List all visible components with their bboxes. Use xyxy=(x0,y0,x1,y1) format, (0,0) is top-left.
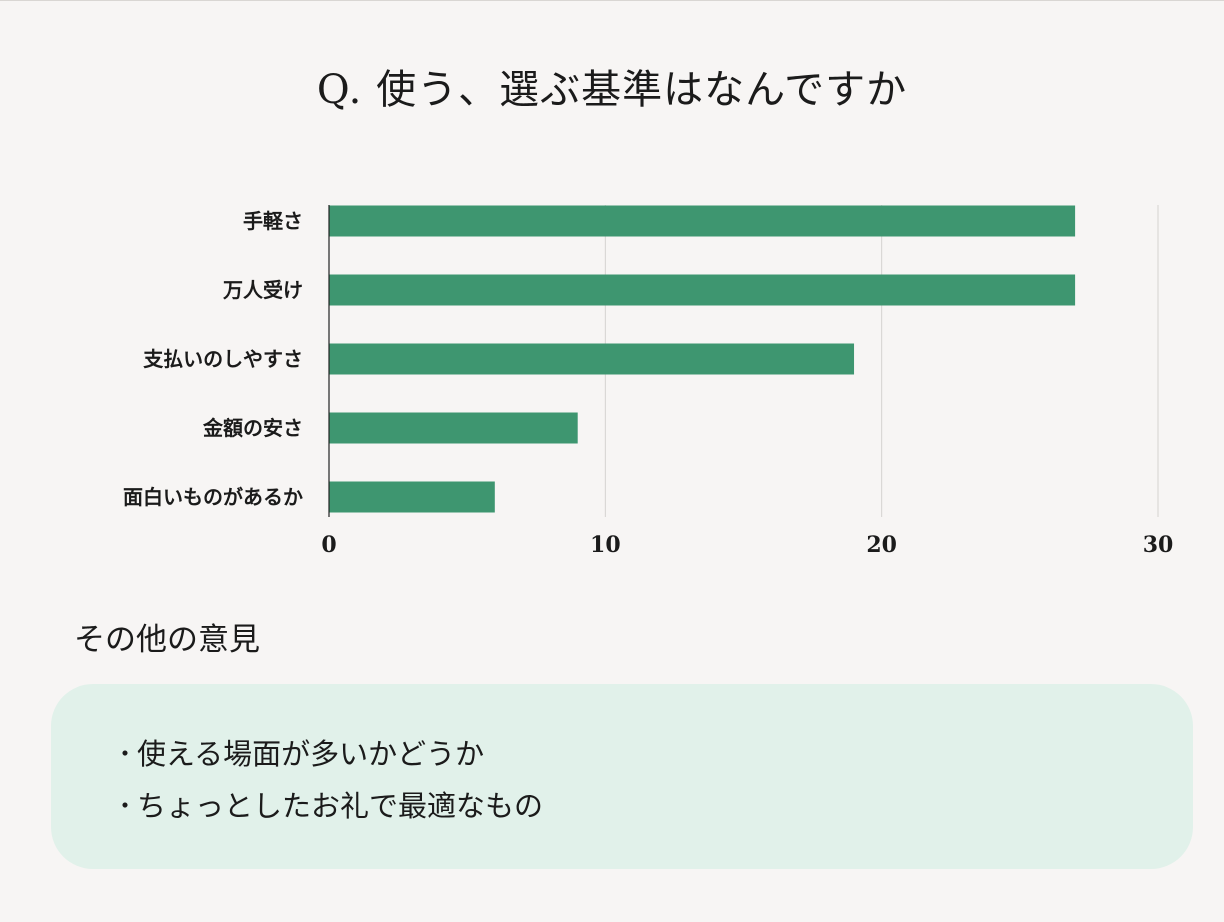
other-opinions-panel: ・ 使える場面が多いかどうか ・ ちょっとしたお礼で最適なもの xyxy=(51,684,1193,869)
opinion-text: 使える場面が多いかどうか xyxy=(137,737,485,771)
list-item: ・ ちょっとしたお礼で最適なもの xyxy=(113,780,543,832)
other-opinions-heading: その他の意見 xyxy=(74,622,260,658)
opinion-text: ちょっとしたお礼で最適なもの xyxy=(137,789,544,823)
category-label: 面白いものがあるか xyxy=(123,485,303,509)
list-item: ・ 使える場面が多いかどうか xyxy=(113,728,543,780)
opinion-list: ・ 使える場面が多いかどうか ・ ちょっとしたお礼で最適なもの xyxy=(113,728,543,832)
bar xyxy=(329,205,1076,237)
bar xyxy=(329,274,1076,306)
x-tick-label: 10 xyxy=(590,532,621,558)
top-border xyxy=(0,0,1224,1)
category-label: 金額の安さ xyxy=(202,416,303,440)
tick-labels: 0 10 20 30 xyxy=(321,532,1173,558)
bar xyxy=(329,343,855,375)
bullet: ・ xyxy=(113,792,137,820)
bars xyxy=(329,205,1076,513)
x-tick-label: 20 xyxy=(866,532,897,558)
category-label: 万人受け xyxy=(222,278,303,302)
x-tick-label: 30 xyxy=(1143,532,1174,558)
bar xyxy=(329,481,495,513)
bullet: ・ xyxy=(113,740,137,768)
x-tick-label: 0 xyxy=(321,532,336,558)
category-label: 支払いのしやすさ xyxy=(143,347,303,371)
page-title: Q. 使う、選ぶ基準はなんですか xyxy=(316,67,908,113)
category-label: 手軽さ xyxy=(243,209,303,233)
bar xyxy=(329,412,578,444)
